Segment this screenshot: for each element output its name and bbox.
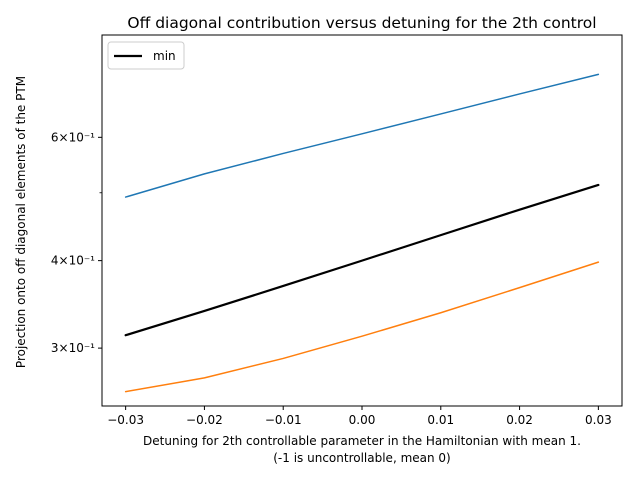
x-tick-label: 0.03 bbox=[585, 413, 612, 427]
legend-label: min bbox=[153, 49, 176, 63]
y-tick-label: 6×10⁻¹ bbox=[51, 130, 95, 144]
x-tick-label: −0.03 bbox=[107, 413, 144, 427]
y-tick-label: 3×10⁻¹ bbox=[51, 341, 95, 355]
x-axis-label: Detuning for 2th controllable parameter … bbox=[143, 434, 581, 448]
x-tick-label: −0.02 bbox=[186, 413, 223, 427]
x-tick-label: −0.01 bbox=[265, 413, 302, 427]
legend-box bbox=[107, 41, 185, 70]
y-axis-label: Projection onto off diagonal elements of… bbox=[14, 76, 28, 368]
plot-area: −0.03 −0.02 −0.01 0.00 0.01 0.02 0.03 3×10⁻¹ 4×1… bbox=[51, 34, 623, 427]
chart-title: Off diagonal contribution versus detunin… bbox=[127, 14, 596, 32]
series-line-min bbox=[124, 183, 600, 337]
x-axis-label-line2: (-1 is uncontrollable, mean 0) bbox=[273, 451, 450, 465]
y-tick-label: 4×10⁻¹ bbox=[51, 254, 95, 268]
series-line-series-1 bbox=[124, 73, 600, 198]
x-tick-label: 0.02 bbox=[506, 413, 533, 427]
x-tick-label: 0.01 bbox=[427, 413, 454, 427]
x-tick-label: 0.00 bbox=[349, 413, 376, 427]
series-line-series-3 bbox=[124, 261, 600, 393]
